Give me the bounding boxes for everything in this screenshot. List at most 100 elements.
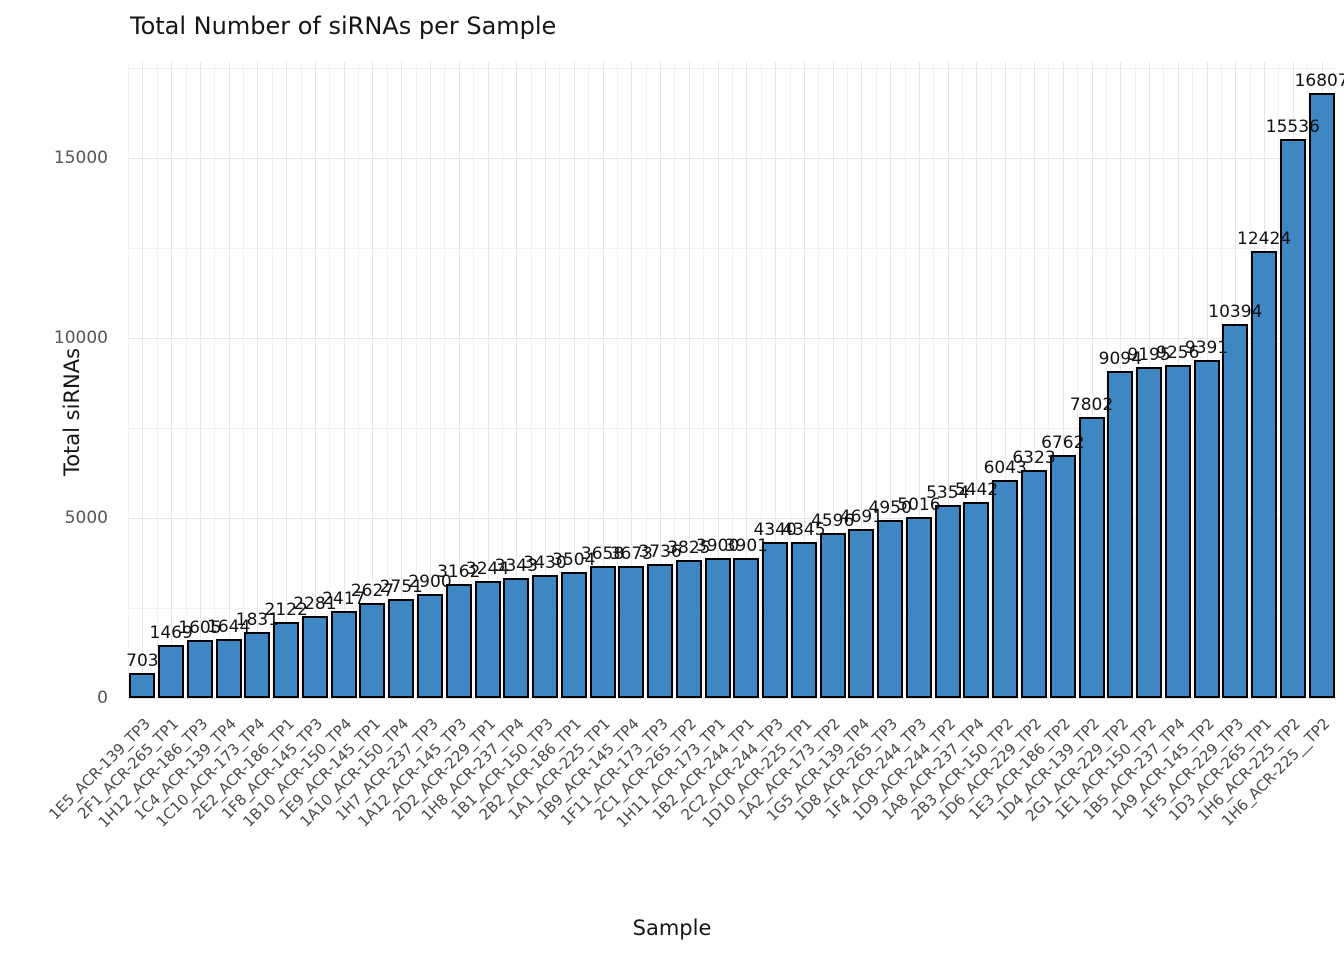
bar	[1193, 359, 1220, 698]
bar-value-label: 3658	[580, 544, 625, 565]
bar	[1222, 323, 1249, 698]
major-gridline-v	[458, 62, 460, 698]
bar	[244, 632, 271, 698]
bar	[503, 577, 530, 698]
bar-value-label: 16807	[1294, 70, 1344, 91]
bar-value-label: 3900	[695, 535, 740, 556]
bar-value-label: 6323	[1012, 448, 1056, 469]
minor-gridline-v	[1278, 62, 1280, 698]
bar-value-label: 3504	[552, 549, 596, 570]
minor-gridline-v	[156, 62, 158, 698]
bar	[1049, 454, 1076, 698]
major-gridline-v	[1091, 62, 1093, 698]
minor-gridline-v	[616, 62, 618, 698]
major-gridline-v	[228, 62, 230, 698]
bar-value-label: 1469	[149, 623, 193, 644]
minor-gridline-v	[1163, 62, 1165, 698]
minor-gridline-v	[760, 62, 762, 698]
major-gridline-v	[602, 62, 604, 698]
minor-gridline-v	[732, 62, 733, 698]
minor-gridline-v	[1192, 62, 1194, 698]
bar-value-label: 4950	[868, 497, 912, 518]
major-gridline-v	[803, 62, 805, 698]
minor-gridline-v	[358, 62, 360, 698]
chart-title: Total Number of siRNAs per Sample	[130, 12, 557, 40]
major-gridline-h	[128, 698, 1336, 699]
minor-gridline-v	[1077, 62, 1079, 698]
bar-value-label: 2900	[408, 571, 452, 592]
bar	[647, 563, 674, 698]
bar-value-label: 6762	[1041, 432, 1085, 453]
minor-gridline-v	[818, 62, 820, 698]
major-gridline-v	[1034, 62, 1035, 698]
bar	[704, 557, 731, 698]
bar-value-label: 6043	[983, 458, 1027, 479]
bar-value-label: 4596	[811, 510, 855, 531]
minor-gridline-v	[990, 62, 992, 698]
bar	[848, 529, 875, 698]
bar	[1279, 138, 1306, 698]
major-gridline-v	[861, 62, 863, 698]
bar	[1021, 470, 1047, 698]
minor-gridline-v	[875, 62, 877, 698]
bar-value-label: 4340	[753, 519, 797, 540]
minor-gridline-v	[1249, 62, 1251, 698]
bar-value-label: 3673	[609, 543, 653, 564]
major-gridline-v	[516, 62, 518, 698]
bar-value-label: 5442	[954, 480, 999, 501]
major-gridline-v	[660, 62, 662, 698]
bar	[158, 645, 185, 698]
major-gridline-v	[430, 62, 431, 698]
major-gridline-v	[688, 62, 690, 698]
major-gridline-v	[1005, 62, 1007, 698]
bar-value-label: 2627	[350, 581, 395, 602]
bar	[301, 615, 328, 698]
major-gridline-v	[286, 62, 288, 698]
major-gridline-v	[545, 62, 547, 698]
major-gridline-v	[314, 62, 316, 698]
minor-gridline-v	[243, 62, 245, 698]
bar-value-label: 5016	[897, 495, 941, 516]
minor-gridline-v	[1048, 62, 1050, 698]
major-gridline-v	[257, 62, 259, 698]
y-tick-label: 5000	[64, 508, 108, 528]
y-tick-label: 15000	[53, 148, 108, 168]
x-axis-title: Sample	[632, 916, 712, 940]
major-gridline-v	[372, 62, 374, 698]
bar-value-label: 2751	[379, 576, 423, 597]
minor-gridline-v	[185, 62, 187, 698]
minor-gridline-v	[386, 62, 388, 698]
minor-gridline-v	[214, 62, 216, 698]
major-gridline-v	[976, 62, 978, 698]
major-gridline-v	[890, 62, 892, 698]
bar	[1164, 364, 1191, 698]
minor-gridline-v	[847, 62, 849, 698]
bar-value-label: 7802	[1069, 395, 1114, 416]
bar	[589, 566, 616, 698]
major-gridline-v	[573, 62, 575, 698]
major-gridline-v	[717, 62, 719, 698]
bar	[1136, 366, 1163, 698]
major-gridline-v	[947, 62, 949, 698]
bar-value-label: 3736	[638, 541, 682, 562]
minor-gridline-v	[962, 62, 964, 698]
bar-value-label: 2122	[264, 599, 308, 620]
bar-value-label: 2417	[322, 588, 366, 609]
bar	[330, 611, 357, 698]
bar	[359, 603, 386, 698]
major-gridline-v	[142, 62, 144, 698]
minor-gridline-v	[501, 62, 503, 698]
bar	[934, 505, 961, 698]
major-gridline-v	[775, 62, 777, 698]
bar	[762, 541, 789, 698]
bar-value-label: 4345	[782, 519, 826, 540]
minor-gridline-v	[1134, 62, 1136, 698]
bar-value-label: 3244	[465, 559, 510, 580]
major-gridline-v	[171, 62, 173, 698]
bar-value-label: 9256	[1156, 342, 1200, 363]
bar	[417, 593, 443, 698]
major-gridline-v	[631, 62, 633, 698]
bar	[388, 598, 415, 698]
bar	[992, 480, 1019, 698]
plot-area	[128, 62, 1336, 699]
